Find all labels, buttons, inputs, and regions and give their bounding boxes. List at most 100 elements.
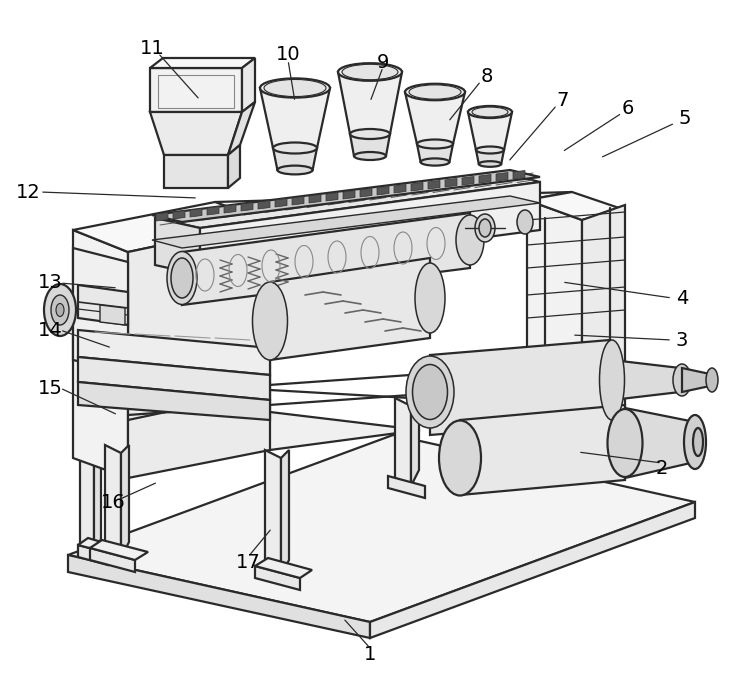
Ellipse shape [342,64,398,80]
Polygon shape [388,476,425,498]
Ellipse shape [338,63,402,81]
Ellipse shape [278,166,313,174]
Ellipse shape [354,152,386,160]
Text: 16: 16 [100,493,125,512]
Polygon shape [258,201,270,209]
Polygon shape [78,538,118,553]
Polygon shape [73,202,270,252]
Polygon shape [496,173,508,181]
Ellipse shape [171,258,193,298]
Polygon shape [121,445,129,558]
Polygon shape [326,192,338,201]
Ellipse shape [417,140,453,148]
Polygon shape [479,175,491,183]
Ellipse shape [44,284,76,336]
Polygon shape [80,438,94,553]
Polygon shape [242,58,255,112]
Polygon shape [460,405,625,495]
Polygon shape [78,285,128,325]
Polygon shape [513,171,525,179]
Ellipse shape [51,295,69,325]
Ellipse shape [273,143,317,154]
Polygon shape [152,170,540,222]
Polygon shape [68,435,695,622]
Polygon shape [309,194,321,203]
Polygon shape [128,412,420,450]
Polygon shape [200,182,540,275]
Polygon shape [292,196,304,205]
Ellipse shape [599,340,625,420]
Ellipse shape [439,421,481,496]
Polygon shape [462,177,474,185]
Polygon shape [94,438,101,553]
Ellipse shape [456,215,484,265]
Polygon shape [90,540,148,560]
Ellipse shape [413,364,448,419]
Text: 8: 8 [481,66,494,85]
Polygon shape [241,203,253,211]
Polygon shape [128,222,270,478]
Text: 2: 2 [656,459,668,477]
Polygon shape [105,445,121,558]
Ellipse shape [472,107,508,117]
Polygon shape [155,218,200,275]
Polygon shape [78,330,270,375]
Polygon shape [370,502,695,638]
Ellipse shape [475,214,495,242]
Polygon shape [343,191,355,199]
Polygon shape [73,248,128,372]
Polygon shape [228,102,255,155]
Ellipse shape [476,147,504,154]
Text: 14: 14 [38,321,62,340]
Polygon shape [73,230,128,478]
Text: 7: 7 [556,90,569,110]
Polygon shape [173,210,185,219]
Polygon shape [527,192,625,220]
Ellipse shape [409,85,461,99]
Polygon shape [281,450,289,576]
Text: 13: 13 [38,273,62,292]
Polygon shape [682,368,710,392]
Polygon shape [275,199,287,207]
Polygon shape [582,205,625,435]
Polygon shape [182,213,470,305]
Ellipse shape [673,364,691,396]
Polygon shape [155,172,540,228]
Polygon shape [428,180,440,189]
Text: 15: 15 [38,378,62,398]
Polygon shape [207,206,219,215]
Polygon shape [338,72,402,134]
Ellipse shape [253,282,287,360]
Text: 9: 9 [376,52,389,71]
Text: 4: 4 [676,289,688,308]
Polygon shape [224,205,236,213]
Polygon shape [152,196,540,248]
Polygon shape [150,112,242,155]
Polygon shape [625,408,695,478]
Polygon shape [360,189,372,197]
Polygon shape [150,58,255,68]
Ellipse shape [421,159,449,166]
Polygon shape [350,134,390,156]
Polygon shape [612,360,680,400]
Polygon shape [255,566,300,590]
Polygon shape [411,182,423,191]
Ellipse shape [264,80,326,96]
Text: 5: 5 [679,108,692,127]
Ellipse shape [56,303,64,317]
Ellipse shape [350,129,390,139]
Ellipse shape [415,263,445,333]
Polygon shape [150,68,242,112]
Ellipse shape [468,106,512,118]
Polygon shape [411,398,419,486]
Polygon shape [394,185,406,193]
Ellipse shape [693,428,703,456]
Polygon shape [476,150,504,164]
Ellipse shape [405,84,465,100]
Ellipse shape [406,356,454,428]
Ellipse shape [706,368,718,392]
Polygon shape [260,88,330,148]
Polygon shape [164,155,228,188]
Polygon shape [417,144,453,162]
Polygon shape [78,357,270,400]
